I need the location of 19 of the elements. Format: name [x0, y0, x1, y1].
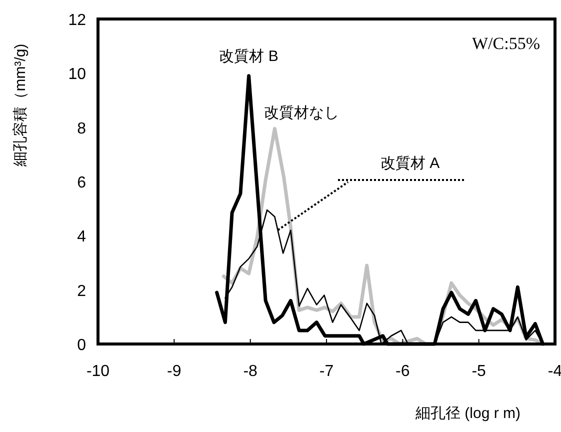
annotation: 改質材 B	[219, 48, 278, 65]
x-axis-title: 細孔径 (log r m)	[414, 405, 521, 422]
x-tick-label: -7	[319, 363, 334, 380]
x-tick-label: -8	[243, 363, 258, 380]
x-tick-label: -10	[86, 363, 110, 380]
y-tick-label: 0	[77, 337, 86, 354]
x-tick-label: -9	[167, 363, 182, 380]
annotation: 改質材 A	[380, 155, 440, 172]
y-tick-label: 8	[77, 120, 86, 138]
y-tick-label: 6	[77, 174, 86, 192]
y-tick-label: 10	[68, 66, 86, 84]
annotation: W/C:55%	[472, 34, 540, 53]
y-tick-label: 4	[77, 228, 86, 246]
annotation: 改質材なし	[264, 104, 340, 122]
y-tick-label: 2	[77, 282, 86, 300]
y-tick-label: 12	[68, 12, 86, 29]
y-axis-title: 細孔容積（mm³/g)	[12, 44, 29, 168]
x-tick-label: -6	[396, 363, 410, 380]
x-tick-label: -5	[472, 363, 486, 380]
